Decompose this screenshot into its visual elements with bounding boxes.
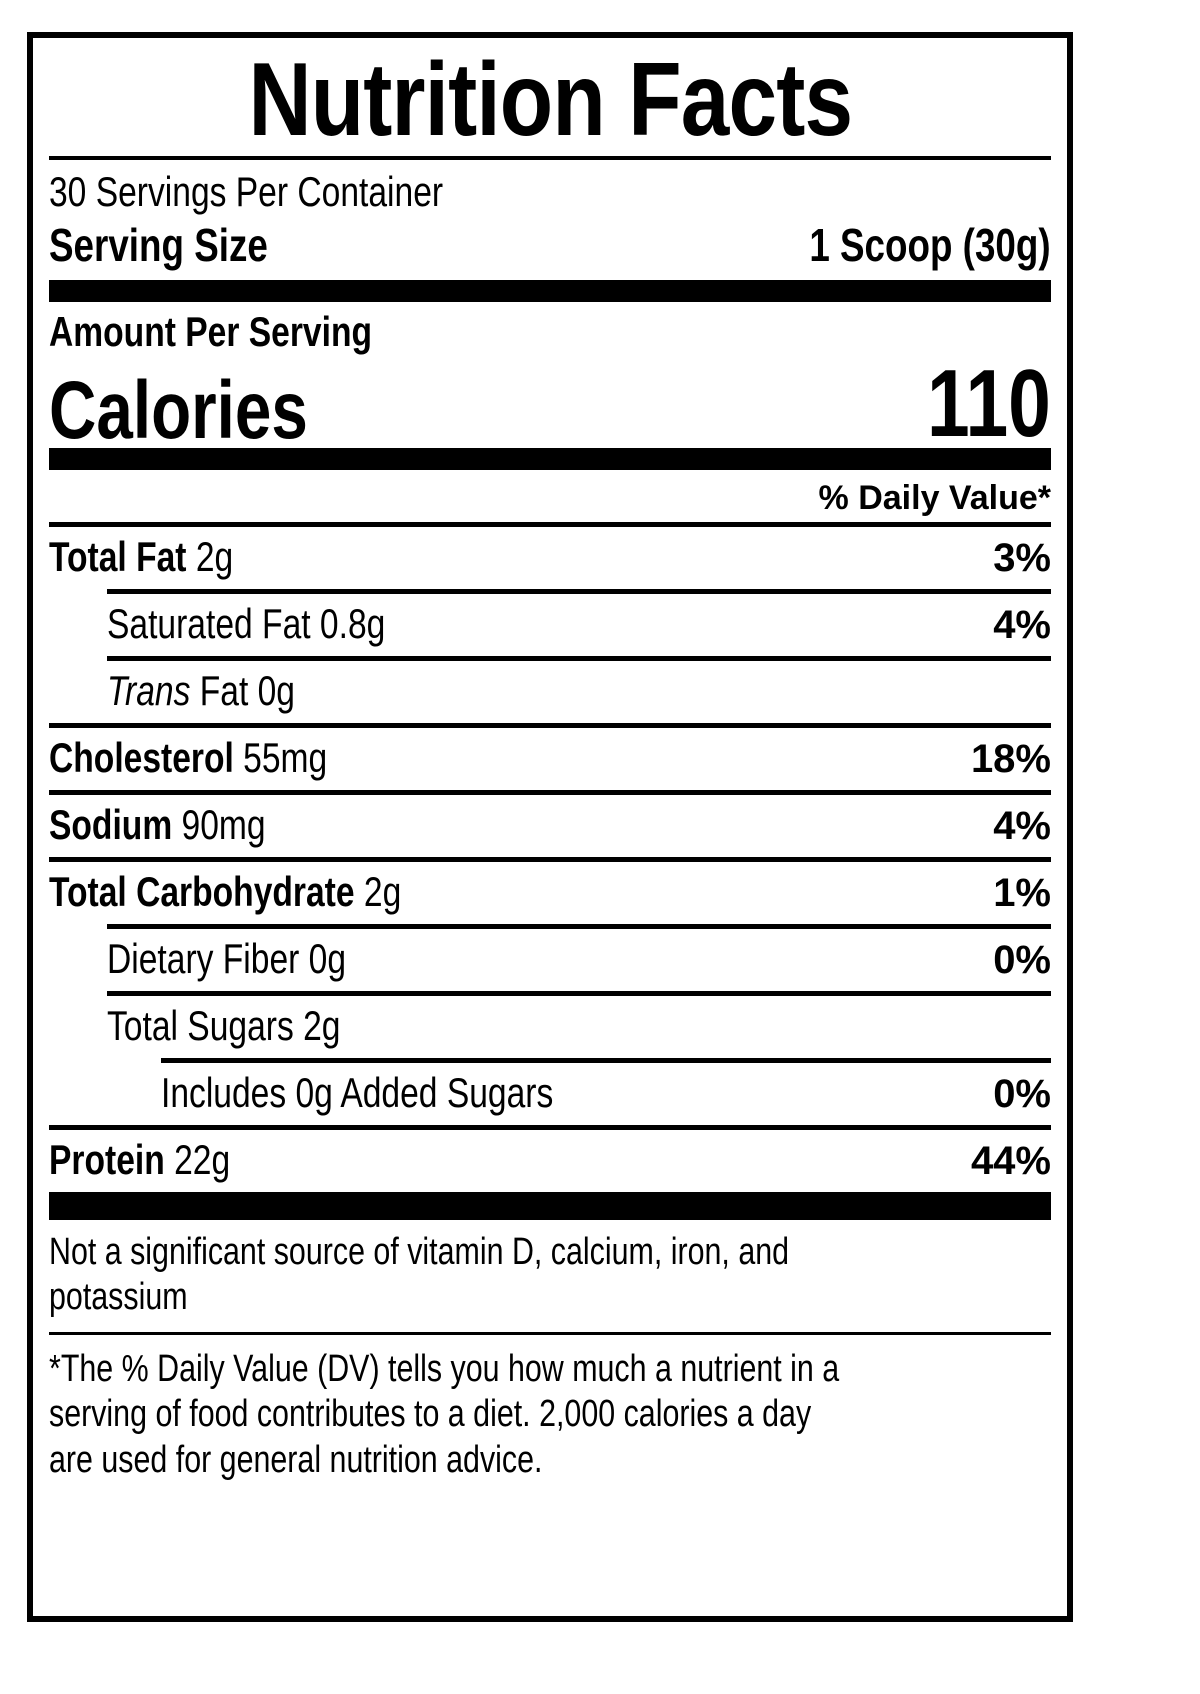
amount-per-serving-row: Amount Per Serving [49, 302, 1051, 358]
nutrient-label-sodium: Sodium 90mg [49, 801, 266, 848]
divider-above-added-sugars [161, 1058, 1051, 1063]
divider-above-total-carbohydrate [49, 857, 1051, 862]
divider-above-dietary-fiber [107, 924, 1051, 929]
nutrient-label-saturated-fat: Saturated Fat 0.8g [107, 600, 386, 647]
divider-above-protein [49, 1125, 1051, 1130]
nutrient-dv-total-carbohydrate: 1% [993, 871, 1051, 915]
calories-row: Calories 110 [49, 349, 1051, 457]
serving-size-row: Serving Size 1 Scoop (30g) [49, 218, 1051, 280]
daily-value-header: % Daily Value* [818, 479, 1051, 517]
nutrient-row-trans-fat: Trans Fat 0g [49, 661, 1051, 723]
nutrient-row-total-carbohydrate: Total Carbohydrate 2g 1% [49, 862, 1051, 924]
amount-per-serving-label: Amount Per Serving [49, 308, 372, 355]
calories-value: 110 [927, 349, 1051, 457]
nutrient-dv-sodium: 4% [993, 804, 1051, 848]
label-title: Nutrition Facts [49, 38, 1051, 156]
calories-label: Calories [49, 364, 308, 456]
nutrient-label-protein: Protein 22g [49, 1136, 231, 1183]
nutrient-dv-cholesterol: 18% [970, 737, 1051, 781]
servings-per-container-text: 30 Servings Per Container [49, 168, 444, 215]
nutrient-dv-total-fat: 3% [993, 536, 1051, 580]
serving-size-value: 1 Scoop (30g) [809, 219, 1051, 271]
nutrition-facts-label: Nutrition Facts 30 Servings Per Containe… [27, 32, 1073, 1622]
nutrient-row-saturated-fat: Saturated Fat 0.8g 4% [49, 594, 1051, 656]
nutrient-row-total-fat: Total Fat 2g 3% [49, 527, 1051, 589]
nutrient-label-cholesterol: Cholesterol 55mg [49, 734, 328, 781]
divider-above-total-sugars [107, 991, 1051, 996]
nutrient-row-added-sugars: Includes 0g Added Sugars 0% [49, 1063, 1051, 1125]
divider-above-trans-fat [107, 656, 1051, 661]
nutrient-label-total-carbohydrate: Total Carbohydrate 2g [49, 868, 402, 915]
nutrient-label-added-sugars: Includes 0g Added Sugars [161, 1069, 554, 1116]
divider-above-total-fat [49, 522, 1051, 527]
daily-value-footnote-text: *The % Daily Value (DV) tells you how mu… [49, 1347, 840, 1481]
divider-thick-under-calories [49, 448, 1051, 470]
daily-value-footnote: *The % Daily Value (DV) tells you how mu… [49, 1335, 1051, 1492]
nutrient-dv-dietary-fiber: 0% [993, 938, 1051, 982]
divider-above-cholesterol [49, 723, 1051, 728]
nutrient-label-total-fat: Total Fat 2g [49, 533, 234, 580]
nutrient-label-total-sugars: Total Sugars 2g [107, 1002, 341, 1049]
divider-above-sodium [49, 790, 1051, 795]
not-significant-note: Not a significant source of vitamin D, c… [49, 1220, 1051, 1332]
divider-thick-top [49, 280, 1051, 302]
nutrient-row-dietary-fiber: Dietary Fiber 0g 0% [49, 929, 1051, 991]
not-significant-note-text: Not a significant source of vitamin D, c… [49, 1231, 790, 1318]
servings-per-container-row: 30 Servings Per Container [49, 160, 1051, 218]
nutrient-row-sodium: Sodium 90mg 4% [49, 795, 1051, 857]
nutrient-label-dietary-fiber: Dietary Fiber 0g [107, 935, 347, 982]
serving-size-label: Serving Size [49, 219, 268, 271]
nutrient-row-cholesterol: Cholesterol 55mg 18% [49, 728, 1051, 790]
divider-above-saturated-fat [107, 589, 1051, 594]
divider-above-footnote [49, 1331, 1051, 1335]
label-title-text: Nutrition Facts [248, 41, 853, 158]
nutrient-label-trans-fat: Trans Fat 0g [107, 667, 295, 714]
nutrient-row-protein: Protein 22g 44% [49, 1130, 1051, 1192]
nutrient-dv-added-sugars: 0% [993, 1072, 1051, 1116]
nutrient-table: Total Fat 2g 3% Saturated Fat 0.8g 4% Trans … [49, 522, 1051, 1192]
divider-under-title [49, 156, 1051, 160]
nutrient-dv-protein: 44% [970, 1139, 1051, 1183]
nutrient-row-total-sugars: Total Sugars 2g [49, 996, 1051, 1058]
nutrient-dv-saturated-fat: 4% [993, 603, 1051, 647]
divider-thick-under-protein [49, 1192, 1051, 1220]
